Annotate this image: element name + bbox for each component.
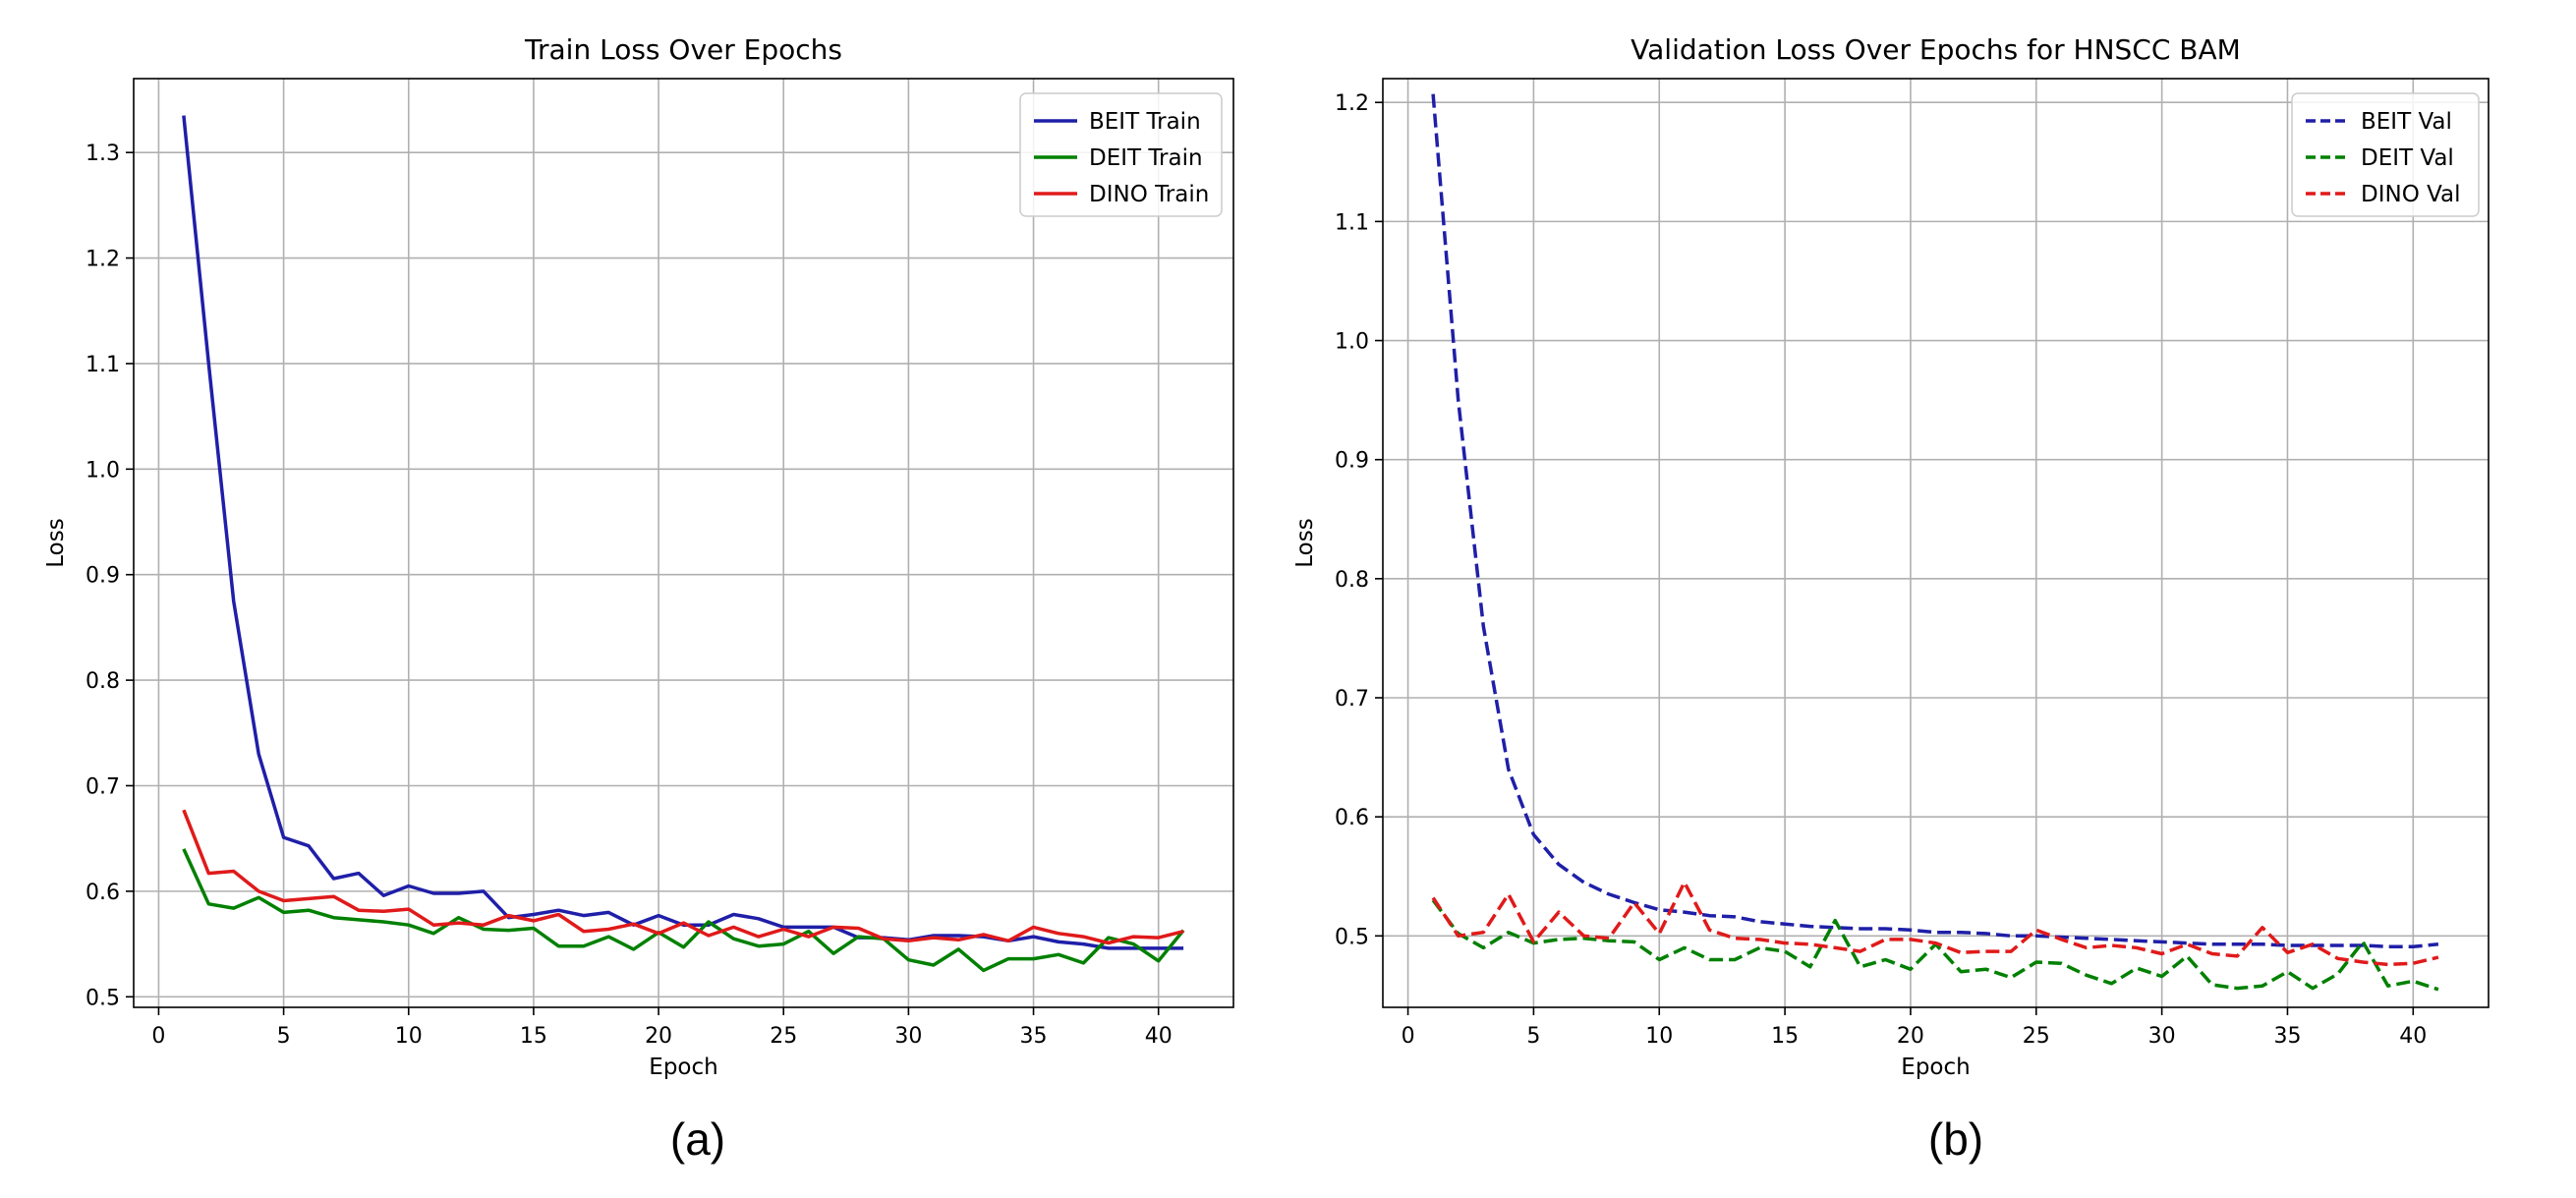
y-tick-label: 1.1 (86, 353, 120, 377)
x-tick-label: 25 (770, 1024, 797, 1049)
y-tick-label: 1.2 (1335, 91, 1369, 116)
chart-panel-a: 0 5 10 15 20 25 30 35 40 0.5 0.6 0.7 0.8 0.9 1.0 1.1 1.2… (43, 33, 1234, 1165)
panel-caption: (a) (670, 1113, 725, 1165)
legend-box (2291, 92, 2480, 217)
y-axis-label: Loss (43, 518, 69, 567)
y-axis-ticks: 0.5 0.6 0.7 0.8 0.9 1.0 1.1 1.2 (1335, 91, 1383, 949)
x-tick-label: 40 (2399, 1024, 2427, 1049)
x-tick-label: 20 (1897, 1024, 1924, 1049)
y-tick-label: 0.6 (1335, 806, 1369, 830)
series-line-beit-train (182, 115, 1184, 950)
x-tick-label: 5 (277, 1024, 291, 1049)
x-tick-label: 10 (1645, 1024, 1673, 1049)
x-tick-label: 10 (395, 1024, 423, 1049)
x-tick-label: 35 (1020, 1024, 1048, 1049)
x-tick-label: 30 (894, 1024, 922, 1049)
y-tick-label: 1.0 (86, 458, 120, 483)
chart-panel-b: 0 5 10 15 20 25 30 35 40 0.5 0.6 0.7 0.8 0.9 1.0 1.1 1.2… (1292, 33, 2490, 1165)
x-tick-label: 5 (1526, 1024, 1540, 1049)
y-tick-label: 0.7 (86, 774, 120, 799)
x-tick-label: 30 (2148, 1024, 2176, 1049)
legend-label: DINO Val (2361, 182, 2461, 207)
x-axis-ticks: 0 5 10 15 20 25 30 35 40 (151, 1007, 1173, 1049)
series-lines (1431, 93, 2439, 992)
series-line-beit-val (1431, 93, 2439, 948)
x-tick-label: 0 (1402, 1024, 1415, 1049)
grid (134, 79, 1233, 1007)
series-lines (182, 115, 1185, 973)
y-tick-label: 0.5 (1335, 925, 1369, 949)
x-axis-ticks: 0 5 10 15 20 25 30 35 40 (1402, 1007, 2427, 1049)
legend-label: BEIT Val (2361, 109, 2452, 135)
chart-title: Train Loss Over Epochs (524, 33, 842, 66)
legend-box (1019, 92, 1223, 217)
axes-frame (1382, 78, 2490, 1008)
y-axis-label: Loss (1292, 518, 1318, 567)
x-tick-label: 35 (2273, 1024, 2301, 1049)
x-tick-label: 15 (1771, 1024, 1799, 1049)
series-line-dino-train (182, 809, 1184, 945)
series-line-dino-val (1431, 881, 2439, 967)
x-axis-label: Epoch (649, 1055, 717, 1080)
legend: BEIT Val DEIT Val DINO Val (2291, 92, 2480, 217)
y-tick-label: 1.2 (86, 248, 120, 272)
y-tick-label: 0.9 (1335, 449, 1369, 474)
x-tick-label: 20 (645, 1024, 672, 1049)
x-tick-label: 40 (1145, 1024, 1173, 1049)
y-tick-label: 0.9 (86, 564, 120, 589)
x-tick-label: 0 (151, 1024, 165, 1049)
x-axis-label: Epoch (1901, 1055, 1970, 1080)
grid (1383, 79, 2489, 1007)
legend-label: DINO Train (1089, 182, 1209, 207)
y-tick-label: 0.8 (1335, 568, 1369, 593)
y-tick-label: 0.5 (86, 986, 120, 1010)
y-tick-label: 0.8 (86, 669, 120, 694)
chart-title: Validation Loss Over Epochs for HNSCC BA… (1631, 33, 2241, 66)
x-tick-label: 25 (2023, 1024, 2050, 1049)
y-tick-label: 1.1 (1335, 210, 1369, 235)
x-tick-label: 15 (520, 1024, 547, 1049)
y-tick-label: 1.3 (86, 142, 120, 166)
panel-caption: (b) (1928, 1113, 1983, 1165)
legend-label: BEIT Train (1089, 109, 1201, 135)
y-tick-label: 1.0 (1335, 330, 1369, 355)
legend-label: DEIT Train (1089, 145, 1203, 171)
y-tick-label: 0.6 (86, 881, 120, 905)
y-tick-label: 0.7 (1335, 687, 1369, 712)
axes-frame (133, 78, 1234, 1008)
y-axis-ticks: 0.5 0.6 0.7 0.8 0.9 1.0 1.1 1.2 1.3 (86, 142, 134, 1010)
legend-label: DEIT Val (2361, 145, 2454, 171)
legend: BEIT Train DEIT Train DINO Train (1019, 92, 1223, 217)
series-line-deit-train (182, 848, 1185, 973)
